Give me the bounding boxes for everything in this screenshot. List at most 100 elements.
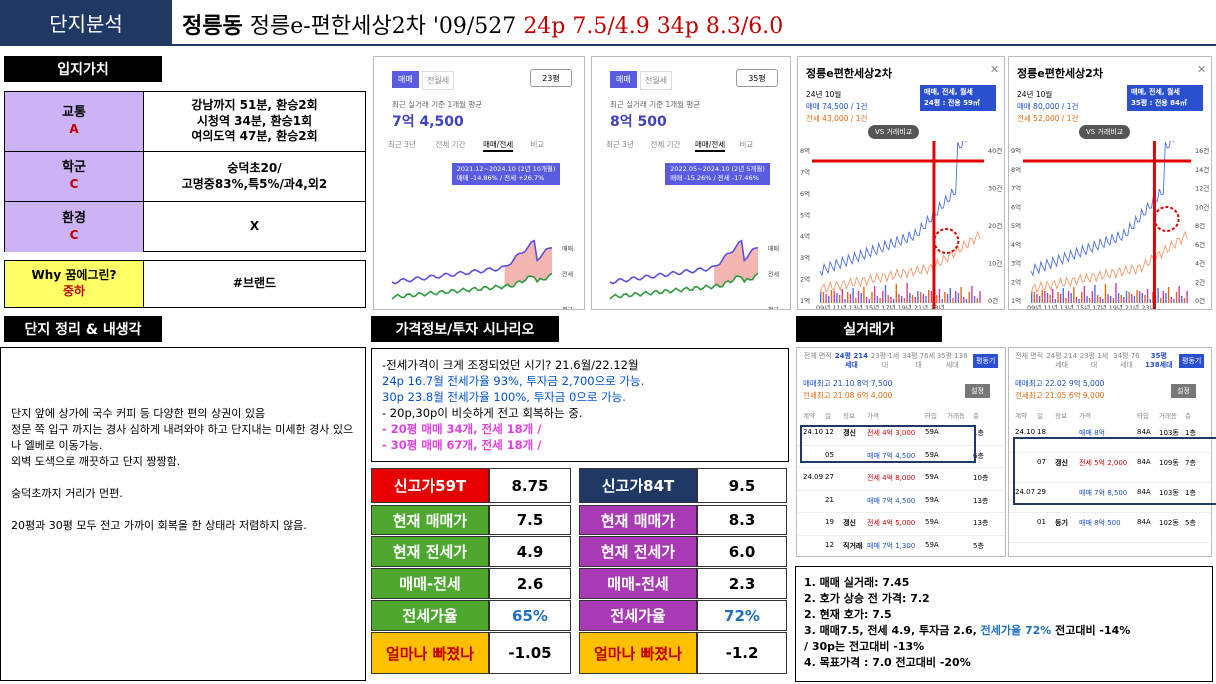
volume-bar (1054, 299, 1057, 303)
row-label-cell: 교통 A (5, 92, 144, 151)
volume-bar (1052, 289, 1054, 303)
price-chart-panel: 매매 전월세 23평 최근 실거래 기준 1개월 평균 7억 4,500 최근 3년 전체 … (373, 56, 585, 310)
tooltip-line: 매매 -15.26% / 전세 -17.46% (670, 174, 759, 182)
trend-chart: 9억 8억 7억 6억 5억 4억 3억 2억 1억 16건 14건 12건 10건 8건 6건 4건 2건 0건… (1011, 141, 1209, 310)
chart-legend: 평균 (768, 306, 780, 310)
scenario-bar: 가격정보/투자 시나리오 (371, 316, 559, 342)
chart-period-tab[interactable]: 매매/전세 (695, 139, 726, 152)
volume-bar (876, 296, 879, 303)
trade-cell: 19 (825, 518, 834, 526)
scenario-line: - 30평 매매 67개, 전세 18개 / (382, 438, 542, 452)
size-tab[interactable]: 34평 76세대 (1113, 352, 1140, 369)
filter-box[interactable]: 매매, 전세, 월세 24평 : 전용 59㎡ (920, 85, 996, 111)
volume-bar (914, 297, 916, 303)
size-tab[interactable]: 전체 면적 (1015, 352, 1044, 360)
trade-cell: 24.07 (1015, 488, 1036, 496)
y2-tick: 6건 (1195, 240, 1205, 249)
size-sync-button[interactable]: 평동기 (973, 354, 999, 368)
volume-bar (1120, 295, 1122, 303)
volume-bar (1070, 293, 1072, 303)
size-tab[interactable]: 35평 138세대 (1145, 352, 1173, 369)
volume-bar (849, 294, 852, 303)
trade-col-header: 정보 (843, 412, 855, 420)
x-axis-labels: 09년 11년 13년 15년 17년 19년 21년 23년 (816, 303, 944, 310)
volume-bar (1104, 284, 1107, 303)
chart-period-tab[interactable]: 비교 (530, 140, 545, 149)
filter-box[interactable]: 매매, 전세, 월세 35평 : 전용 84㎡ (1127, 85, 1203, 111)
chart-note: 최근 실거래 기준 1개월 평균 (392, 100, 483, 109)
chart-period-tab[interactable]: 전체 기간 (650, 140, 681, 149)
sale-trend (819, 141, 968, 277)
volume-bar (1078, 299, 1080, 303)
compare-button[interactable]: VS 거래비교 (1079, 125, 1131, 139)
volume-bar (1036, 294, 1038, 303)
size-tab[interactable]: 23평 1세대 (870, 352, 900, 369)
filter-type: 매매, 전세, 월세 (924, 88, 973, 96)
x-axis-labels: 09년 11년 13년 15년 17년 19년 21년 23년 (1027, 303, 1155, 310)
volume-bar (828, 296, 830, 303)
volume-bar (919, 292, 922, 303)
title-prices: 24p 7.5/4.9 34p 8.3/6.0 (523, 14, 784, 39)
volume-bar (1160, 298, 1162, 303)
tab-rent[interactable]: 전월세 (422, 71, 455, 90)
y2-tick: 0건 (988, 296, 998, 305)
chart-period-tab[interactable]: 전체 기간 (435, 140, 466, 149)
size-tab[interactable]: 24평 214세대 (1046, 352, 1078, 369)
trade-cell: 59A (925, 540, 939, 549)
size-select[interactable]: 35평 (736, 69, 778, 87)
trade-cell: 84A (1137, 458, 1151, 466)
size-tab[interactable]: 24평 214세대 (834, 352, 868, 369)
grid-label: 신고가84T (579, 468, 697, 503)
volume-bar (884, 285, 887, 303)
compare-button[interactable]: VS 거래비교 (868, 125, 920, 139)
trade-cell: 전세 5억 2,000 (1079, 459, 1128, 467)
volume-bar (879, 298, 881, 303)
chart-period-tab[interactable]: 매매/전세 (483, 139, 514, 152)
volume-bar (957, 293, 960, 303)
y2-tick: 12건 (1195, 184, 1209, 193)
settings-button[interactable]: 설정 (965, 384, 990, 398)
size-tab[interactable]: 전체 면적 (803, 352, 832, 360)
size-tab[interactable]: 34평 76세대 (902, 352, 936, 369)
volume-bar (857, 291, 860, 303)
volume-bar (892, 299, 895, 303)
highlight-frame (800, 425, 976, 463)
tooltip-line: 매매 -14.86% / 전세 +26.7% (456, 174, 545, 182)
price-line-chart: 매매전세평균69.2%전세가율2010201220142016201820202… (391, 239, 574, 309)
y-tick: 1억 (800, 297, 810, 305)
chart-period-tab[interactable]: 최근 3년 (606, 140, 634, 149)
size-tab[interactable]: 35평 138세대 (936, 352, 968, 369)
grid-label: 전세가율 (371, 600, 489, 631)
tab-sale[interactable]: 매매 (610, 71, 637, 88)
chart-period-tab[interactable]: 비교 (739, 140, 754, 149)
settings-button[interactable]: 설정 (1171, 384, 1196, 398)
close-icon[interactable]: ✕ (990, 63, 1000, 76)
trade-col-header: 타입 (1137, 412, 1149, 420)
volume-bar (1059, 294, 1062, 303)
volume-bar (890, 297, 892, 303)
y-tick: 1억 (1011, 297, 1021, 305)
close-icon[interactable]: ✕ (1197, 63, 1207, 76)
location-bar: 입지가치 (4, 56, 162, 82)
size-select[interactable]: 23평 (530, 69, 572, 87)
trade-cell: 27 (825, 473, 834, 481)
trade-cell: 전세 4억 5,000 (867, 519, 916, 527)
trade-col-header: 가격 (867, 412, 879, 420)
trade-cell: 84A (1137, 488, 1151, 496)
chart-legend: 전세가율 (594, 309, 617, 310)
volume-bar (973, 296, 976, 303)
target-line: 3. 매매7.5, 전세 4.9, 투자금 2.6, 전세가율 72% 전고대비… (804, 623, 1204, 639)
size-sync-button[interactable]: 평동기 (1179, 354, 1205, 368)
volume-bar (1123, 297, 1125, 303)
tab-sale[interactable]: 매매 (392, 71, 419, 88)
row-value: X (249, 219, 260, 234)
why-label-cell: Why 꿈에그린? 중하 (5, 261, 144, 307)
trend-sale: 매매 74,500 / 1건 (806, 102, 868, 111)
size-tab[interactable]: 23평 1세대 (1079, 352, 1109, 369)
y-tick: 5억 (800, 211, 810, 219)
tab-rent[interactable]: 전월세 (640, 71, 673, 90)
trades-panel-left: 전체 면적 24평 214세대 23평 1세대 34평 76세대 35평 138세대 평동… (796, 347, 1006, 557)
volume-bar (1133, 296, 1136, 303)
volume-bar (1183, 298, 1186, 303)
chart-period-tab[interactable]: 최근 3년 (388, 140, 416, 149)
